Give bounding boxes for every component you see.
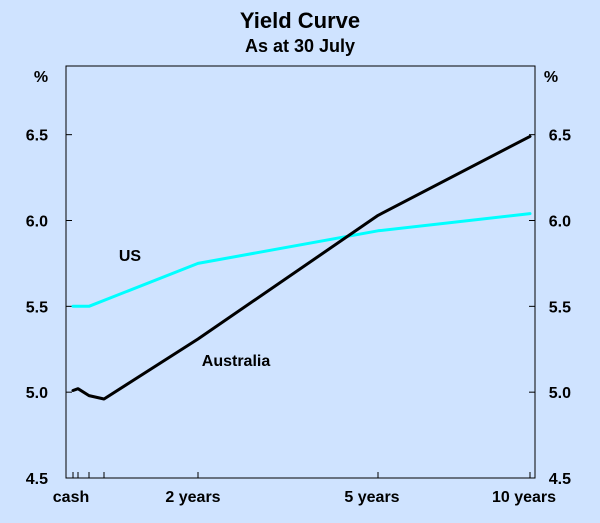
y-tick-label-right: 5.0	[549, 385, 571, 402]
y-tick-label-right: 4.5	[549, 471, 571, 488]
x-tick-label: 10 years	[492, 489, 556, 506]
series-line-us	[71, 212, 532, 308]
series-line-australia	[71, 134, 532, 401]
y-unit-right: %	[544, 69, 558, 86]
x-tick-label: 5 years	[344, 489, 399, 506]
y-unit-left: %	[34, 69, 48, 86]
series-label-australia: Australia	[202, 353, 271, 370]
y-tick-label-left: 5.0	[26, 385, 48, 402]
y-tick-label-right: 5.5	[549, 299, 571, 316]
y-tick-label-right: 6.5	[549, 128, 571, 145]
x-tick-label: cash	[53, 489, 89, 506]
x-tick-label: 2 years	[165, 489, 220, 506]
chart-title: Yield Curve	[239, 8, 361, 33]
y-tick-label-left: 4.5	[26, 471, 48, 488]
y-tick-label-left: 6.5	[26, 128, 48, 145]
plot-frame	[65, 65, 536, 479]
chart-subtitle: As at 30 July	[244, 36, 356, 56]
y-tick-label-left: 5.5	[26, 299, 48, 316]
series-label-us: US	[119, 248, 142, 265]
y-tick-label-left: 6.0	[26, 214, 48, 231]
y-tick-label-right: 6.0	[549, 214, 571, 231]
